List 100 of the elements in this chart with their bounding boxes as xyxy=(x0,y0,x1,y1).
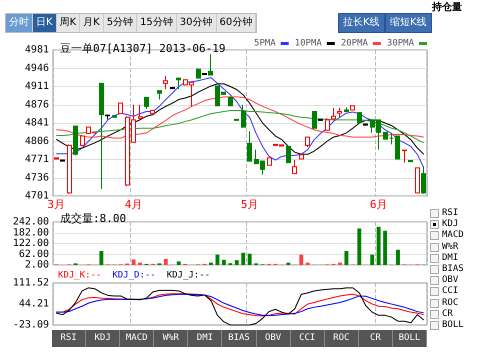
y-tick-label: 4911 xyxy=(24,81,49,92)
candlestick xyxy=(73,125,78,156)
legend-label: 30PMA xyxy=(386,38,415,48)
line-series xyxy=(56,96,424,139)
x-tick-label: 4月 xyxy=(124,198,142,211)
candlestick xyxy=(241,104,246,128)
candlestick xyxy=(312,110,317,130)
bar xyxy=(357,228,362,265)
text: KDJ xyxy=(442,219,458,230)
x-tick-label: 6月 xyxy=(370,198,388,211)
candlestick xyxy=(421,166,426,194)
series-label: KDJ_J:-- xyxy=(166,270,210,280)
series-label: KDJ_K:-- xyxy=(58,270,102,280)
candlestick xyxy=(325,118,330,132)
bar xyxy=(396,250,400,265)
text: 持仓量 xyxy=(432,0,462,14)
candlestick xyxy=(176,77,181,90)
candlestick xyxy=(118,102,123,115)
candlestick xyxy=(247,130,252,162)
candlestick xyxy=(80,134,85,146)
x-tick-label: 5月 xyxy=(240,198,258,211)
y-tick-label: 4701 xyxy=(24,190,49,202)
text: MACD xyxy=(120,330,154,347)
text: BIAS xyxy=(442,264,464,275)
y-tick-label: 242.00 xyxy=(12,216,49,228)
line-series xyxy=(56,287,424,326)
text: CR xyxy=(442,308,453,320)
y-tick-label: 4771 xyxy=(24,154,49,165)
chart-title: 豆一单07[A1307] 2013-06-19 xyxy=(60,42,226,55)
line-series xyxy=(56,110,424,144)
text: 拉长K线 xyxy=(338,13,385,33)
y-tick-label: 4946 xyxy=(24,62,49,74)
bar xyxy=(164,258,168,265)
y-tick-label: 2.00 xyxy=(24,260,49,270)
series-label: KDJ_D:-- xyxy=(112,270,156,280)
text: RSI xyxy=(442,208,458,220)
candlestick xyxy=(337,107,342,118)
candlestick xyxy=(402,149,407,164)
bar xyxy=(215,254,220,265)
candlestick xyxy=(105,114,110,120)
text: W%R xyxy=(154,330,188,347)
y-tick-label: 122.00 xyxy=(12,238,49,249)
bar xyxy=(383,230,388,265)
bar xyxy=(299,254,304,265)
candlestick xyxy=(292,160,297,175)
y-tick-label: 44.21 xyxy=(18,298,49,310)
bar xyxy=(222,260,226,265)
candlestick xyxy=(150,109,155,115)
line-series xyxy=(56,83,424,155)
text: CR xyxy=(358,330,393,347)
x-tick-label: 3月 xyxy=(47,198,66,211)
text: 缩短K线 xyxy=(385,13,432,33)
candlestick xyxy=(299,154,304,160)
candlestick xyxy=(228,96,233,107)
text: 月K xyxy=(80,14,104,32)
text: RSI xyxy=(52,330,86,347)
chart-title: 成交量:8.00 xyxy=(60,212,126,225)
text: OBV xyxy=(442,275,458,286)
y-tick-label: -23.09 xyxy=(12,320,49,330)
text: ROC xyxy=(442,298,458,309)
y-tick-label: 182.00 xyxy=(12,227,49,238)
bar xyxy=(248,254,252,265)
candlestick xyxy=(157,90,162,100)
text: 60分钟 xyxy=(216,14,256,32)
y-tick-label: 62.00 xyxy=(18,248,49,260)
candlestick xyxy=(163,76,168,90)
y-tick-label: 111.52 xyxy=(12,278,49,288)
y-tick-label: 4981 xyxy=(24,44,49,56)
text: ROC xyxy=(324,330,359,347)
candlestick xyxy=(138,104,143,121)
text: 周K xyxy=(56,14,80,32)
candlestick xyxy=(144,96,149,110)
text: MACD xyxy=(442,230,464,242)
text: OBV xyxy=(256,330,291,347)
text: 15分钟 xyxy=(137,14,177,32)
line-series xyxy=(56,77,424,168)
candlestick xyxy=(67,144,72,194)
candlestick xyxy=(331,107,336,120)
candlestick xyxy=(99,82,104,190)
candlestick xyxy=(267,156,272,166)
legend-label: 10PMA xyxy=(294,38,322,48)
bar xyxy=(344,251,348,265)
candlestick xyxy=(350,104,355,111)
bar xyxy=(132,259,136,265)
candlestick xyxy=(196,68,201,80)
candlestick xyxy=(305,136,310,148)
candlestick xyxy=(202,72,207,76)
bar xyxy=(376,226,381,265)
text: BIAS xyxy=(222,330,257,347)
candlestick xyxy=(357,112,362,124)
text: CCI xyxy=(442,286,458,298)
candlestick xyxy=(415,166,420,194)
text: W%R xyxy=(442,242,458,253)
y-tick-label: 4876 xyxy=(24,99,49,110)
text: DMI xyxy=(442,252,458,264)
legend-label: 20PMA xyxy=(340,38,368,48)
bar xyxy=(234,260,239,265)
text: 分时 xyxy=(6,14,33,32)
candlestick xyxy=(208,54,213,76)
text: BOLL xyxy=(392,330,428,347)
